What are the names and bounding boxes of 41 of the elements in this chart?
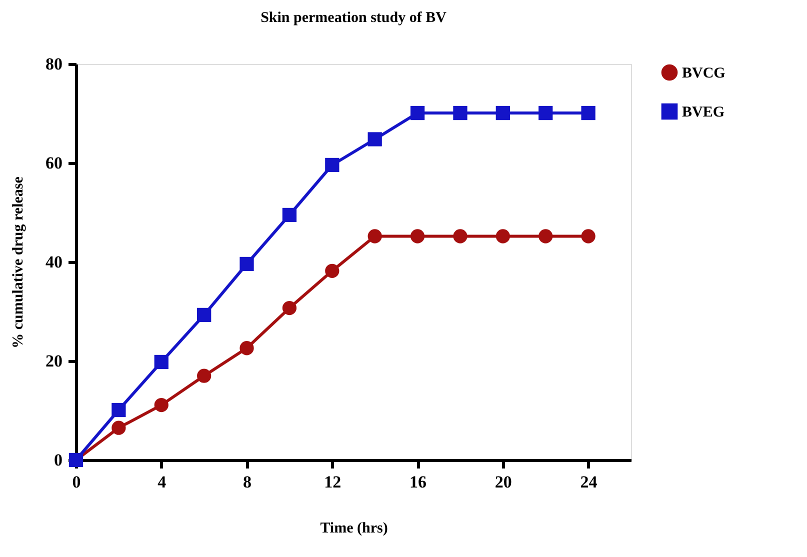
point bbox=[410, 106, 425, 120]
point bbox=[453, 229, 468, 244]
point bbox=[538, 229, 553, 244]
point bbox=[496, 229, 510, 244]
point bbox=[325, 264, 340, 278]
point bbox=[581, 229, 596, 244]
point bbox=[282, 300, 297, 316]
x-axis-title: Time (hrs) bbox=[320, 520, 388, 536]
x-tick-label: 16 bbox=[410, 472, 427, 492]
legend-label: BVCG bbox=[682, 66, 726, 82]
y-tick-label: 60 bbox=[46, 154, 62, 172]
legend-label: BVEG bbox=[682, 104, 725, 120]
point bbox=[240, 256, 254, 272]
point bbox=[154, 354, 168, 370]
x-tick-label: 12 bbox=[324, 472, 342, 492]
point bbox=[154, 398, 168, 412]
y-axis-title: % cumulative drug release bbox=[10, 176, 26, 348]
point bbox=[538, 106, 553, 120]
x-tick-label: 20 bbox=[494, 472, 512, 492]
point bbox=[581, 106, 596, 120]
y-tick-label: 80 bbox=[46, 54, 62, 74]
point bbox=[197, 368, 212, 383]
y-tick-label: 20 bbox=[46, 352, 62, 370]
point bbox=[325, 158, 340, 172]
point bbox=[282, 208, 297, 222]
point bbox=[410, 229, 425, 244]
y-tick-label: 40 bbox=[46, 252, 62, 272]
point bbox=[368, 229, 382, 244]
point bbox=[496, 106, 510, 120]
x-tick-label: 8 bbox=[243, 472, 252, 492]
x-tick-label: 0 bbox=[72, 472, 81, 492]
chart-title: Skin permeation study of BV bbox=[260, 10, 447, 26]
point bbox=[197, 308, 212, 322]
x-tick-label: 4 bbox=[158, 472, 167, 492]
point bbox=[240, 341, 254, 356]
point bbox=[453, 106, 468, 120]
y-tick-label: 0 bbox=[54, 450, 62, 470]
point bbox=[112, 402, 126, 418]
point bbox=[368, 132, 382, 146]
x-tick-label: 24 bbox=[580, 472, 598, 492]
point bbox=[112, 420, 126, 435]
